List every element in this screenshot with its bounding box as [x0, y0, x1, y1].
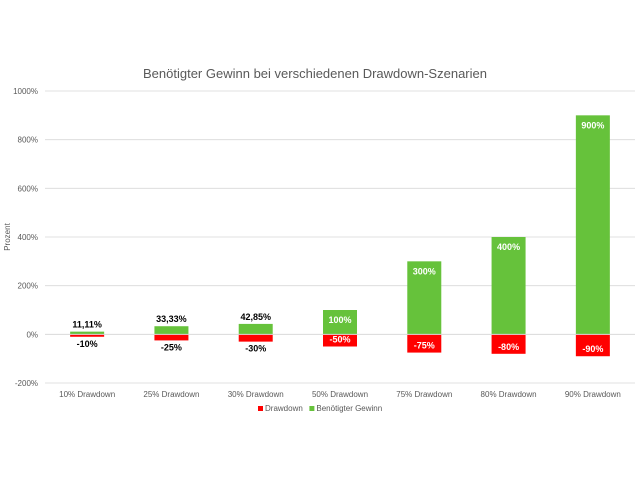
x-tick-label: 50% Drawdown: [312, 390, 368, 399]
data-label-gewinn: 11,11%: [72, 320, 102, 330]
y-tick-label: 800%: [18, 136, 38, 145]
bar-benoetigter-gewinn: [491, 237, 526, 335]
bar-drawdown: [491, 334, 526, 354]
bar-drawdown: [407, 334, 442, 353]
chart-title: Benötigter Gewinn bei verschiedenen Draw…: [143, 66, 487, 81]
data-label-drawdown: -30%: [245, 344, 266, 354]
y-tick-labels: -200% 0% 200% 400% 600% 800% 1000%: [13, 87, 38, 388]
data-label-gewinn: 33,33%: [156, 314, 187, 324]
bar-drawdown: [238, 334, 273, 342]
data-label-gewinn: 400%: [497, 242, 520, 252]
bar-drawdown: [575, 334, 610, 357]
gridlines: [45, 90, 635, 384]
y-axis-title: Prozent: [3, 222, 12, 250]
bar-benoetigter-gewinn: [323, 310, 357, 335]
y-tick-label: 1000%: [13, 87, 38, 96]
data-label-gewinn: 100%: [328, 315, 351, 325]
x-tick-labels: 10% Drawdown 25% Drawdown 30% Drawdown 50% …: [59, 390, 621, 399]
bar-benoetigter-gewinn: [407, 261, 442, 335]
y-tick-label: 400%: [18, 233, 38, 242]
legend-swatch: [258, 406, 263, 411]
data-labels: 11,11% -10% 33,33% -25% 42,85% -30% 100% -50% 30…: [72, 120, 604, 354]
x-tick-label: 25% Drawdown: [143, 390, 199, 399]
data-label-gewinn: 42,85%: [240, 312, 271, 322]
x-tick-label: 75% Drawdown: [396, 390, 452, 399]
y-tick-label: 200%: [18, 282, 38, 291]
bars: [70, 115, 610, 357]
data-label-drawdown: -10%: [77, 339, 98, 349]
x-tick-label: 90% Drawdown: [565, 390, 621, 399]
bar-drawdown: [154, 334, 189, 341]
data-label-gewinn: 900%: [581, 120, 604, 130]
bar-benoetigter-gewinn: [70, 331, 105, 335]
x-tick-label: 80% Drawdown: [481, 390, 537, 399]
bar-benoetigter-gewinn: [575, 115, 610, 335]
legend: Drawdown Benötigter Gewinn: [258, 404, 382, 413]
data-label-drawdown: -50%: [329, 335, 350, 345]
bar-benoetigter-gewinn: [238, 323, 273, 335]
x-tick-label: 10% Drawdown: [59, 390, 115, 399]
y-tick-label: 600%: [18, 184, 38, 193]
data-label-gewinn: 300%: [413, 266, 436, 276]
data-label-drawdown: -75%: [414, 341, 435, 351]
bar-benoetigter-gewinn: [154, 326, 189, 335]
bar-drawdown: [323, 334, 357, 347]
y-tick-label: -200%: [15, 379, 38, 388]
data-label-drawdown: -90%: [582, 344, 603, 354]
data-label-drawdown: -80%: [498, 342, 519, 352]
bar-drawdown: [70, 334, 105, 337]
x-tick-label: 30% Drawdown: [228, 390, 284, 399]
legend-label: Drawdown: [265, 404, 303, 413]
legend-label: Benötigter Gewinn: [316, 404, 382, 413]
legend-swatch: [309, 406, 315, 411]
y-tick-label: 0%: [26, 330, 38, 339]
data-label-drawdown: -25%: [161, 342, 182, 352]
